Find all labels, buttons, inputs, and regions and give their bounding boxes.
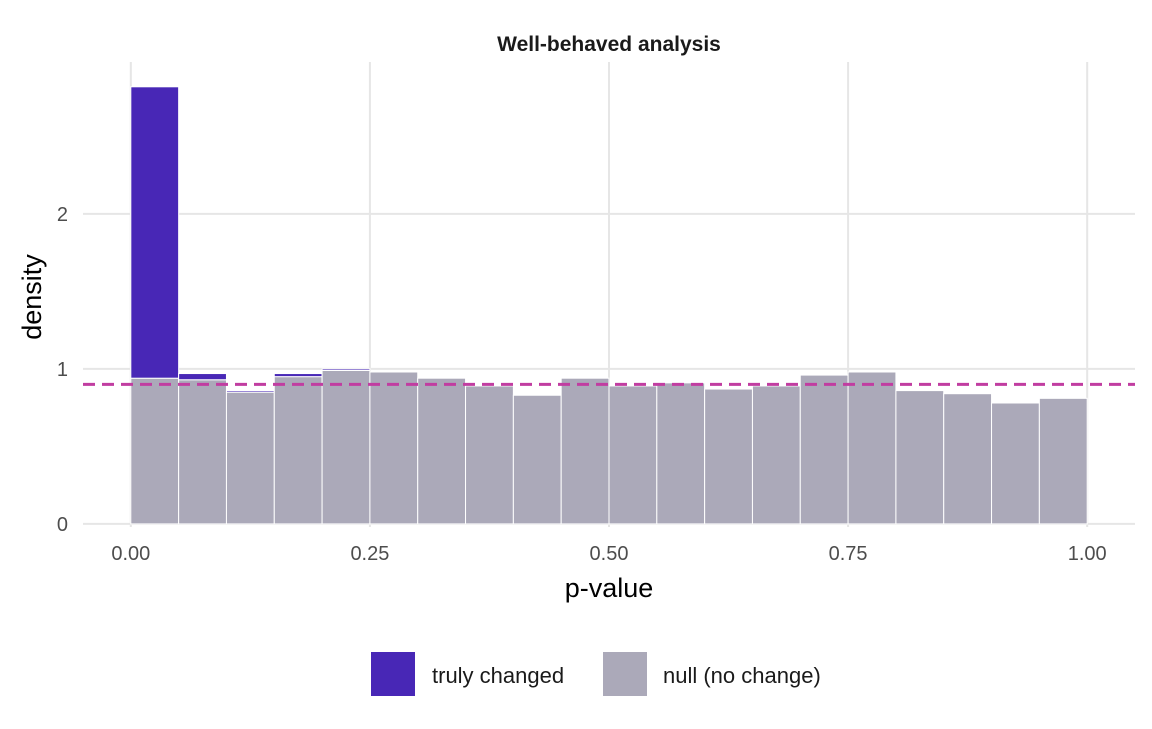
bar-null (178, 379, 227, 525)
bar-truly-changed (225, 390, 275, 393)
legend-key-swatch (603, 652, 647, 696)
bar-null (1038, 397, 1088, 525)
histogram-bars (130, 86, 1088, 525)
bar-null (704, 388, 753, 525)
x-tick-label: 0.25 (350, 543, 389, 565)
bar-null (560, 377, 610, 525)
x-tick-label: 1.00 (1068, 543, 1107, 565)
x-tick-label: 0.50 (590, 543, 629, 565)
bar-null (465, 385, 514, 525)
x-axis-label: p-value (565, 573, 654, 603)
bar-null (847, 371, 897, 525)
y-tick-label: 0 (57, 514, 68, 536)
chart-title: Well-behaved analysis (497, 33, 721, 56)
y-axis-ticks: 0 1 2 (57, 204, 68, 536)
legend: truly changed null (no change) (371, 652, 821, 696)
bar-null (130, 377, 180, 525)
bar-null (799, 374, 849, 525)
bar-null (895, 390, 945, 525)
bar-truly-changed (321, 368, 371, 371)
x-axis-ticks: 0.00 0.25 0.50 0.75 1.00 (111, 543, 1106, 565)
bar-null (656, 382, 706, 525)
bar-null (991, 402, 1040, 525)
bar-null (943, 393, 993, 525)
bar-null (608, 385, 658, 525)
legend-key-swatch (371, 652, 415, 696)
bar-null (751, 385, 801, 525)
x-tick-label: 0.75 (829, 543, 868, 565)
y-axis-label: density (17, 254, 47, 340)
bar-null (273, 376, 323, 525)
y-tick-label: 1 (57, 359, 68, 381)
bar-truly-changed (178, 373, 227, 381)
bar-null (321, 369, 371, 525)
bar-truly-changed (273, 373, 323, 378)
x-tick-label: 0.00 (111, 543, 150, 565)
bar-null (512, 394, 562, 525)
bar-null (225, 391, 275, 525)
bar-truly-changed (130, 86, 180, 379)
bar-null (369, 371, 419, 525)
legend-label: truly changed (432, 663, 564, 688)
y-tick-label: 2 (57, 204, 68, 226)
legend-label: null (no change) (663, 663, 821, 688)
bar-null (417, 377, 467, 525)
